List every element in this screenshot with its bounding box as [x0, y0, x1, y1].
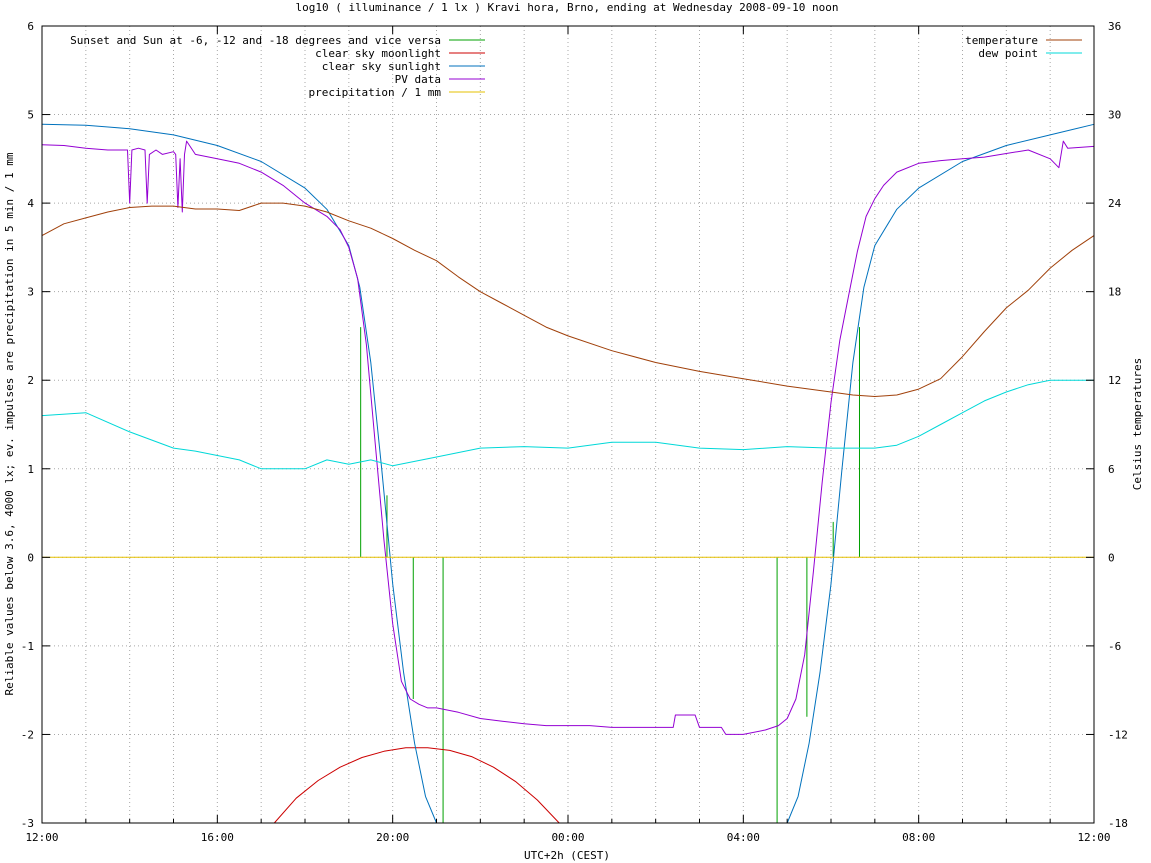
y2-tick-label: 24 — [1108, 197, 1122, 210]
x-tick-label: 20:00 — [376, 831, 409, 844]
y-tick-label: 0 — [27, 551, 34, 564]
legend-label: PV data — [395, 73, 441, 86]
series-line-clear-sky-moonlight — [273, 747, 560, 824]
y2-tick-label: 18 — [1108, 286, 1121, 299]
y-tick-label: 2 — [27, 374, 34, 387]
y-tick-label: -2 — [21, 728, 34, 741]
y2-tick-label: -18 — [1108, 817, 1128, 830]
chart-title: log10 ( illuminance / 1 lx ) Kravi hora,… — [295, 1, 838, 14]
x-axis-label: UTC+2h (CEST) — [524, 849, 610, 862]
y2-tick-label: -6 — [1108, 640, 1121, 653]
legend-label: dew point — [978, 47, 1038, 60]
legend-label: clear sky moonlight — [315, 47, 441, 60]
x-tick-label: 08:00 — [902, 831, 935, 844]
legend-label: clear sky sunlight — [322, 60, 441, 73]
y2-tick-label: 30 — [1108, 109, 1121, 122]
x-tick-label: 00:00 — [551, 831, 584, 844]
legend-label: precipitation / 1 mm — [309, 86, 442, 99]
y2-axis-label: Celsius temperatures — [1131, 358, 1144, 490]
series-line-dew-point — [41, 379, 1094, 470]
y-tick-label: 4 — [27, 197, 34, 210]
series-line-pv-data — [41, 140, 1095, 735]
y2-tick-label: 6 — [1108, 463, 1115, 476]
y2-tick-label: 0 — [1108, 551, 1115, 564]
x-tick-label: 12:00 — [1077, 831, 1110, 844]
legend-label: temperature — [965, 34, 1038, 47]
legend: Sunset and Sun at -6, -12 and -18 degree… — [70, 34, 1082, 99]
tick-group: 12:00 16:00 20:00 00:00 04:00 08:00 12:00-3-2-… — [21, 20, 1128, 844]
y-tick-label: 5 — [27, 109, 34, 122]
y-tick-label: 1 — [27, 463, 34, 476]
x-tick-label: 16:00 — [201, 831, 234, 844]
y-tick-label: 3 — [27, 286, 34, 299]
series-group — [41, 123, 1095, 824]
x-tick-label: 04:00 — [727, 831, 760, 844]
y-tick-label: -1 — [21, 640, 34, 653]
series-line-temperature — [41, 202, 1095, 397]
y2-tick-label: 12 — [1108, 374, 1121, 387]
y-tick-label: -3 — [21, 817, 34, 830]
y-tick-label: 6 — [27, 20, 34, 33]
x-tick-label: 12:00 — [25, 831, 58, 844]
y2-tick-label: -12 — [1108, 728, 1128, 741]
y-axis-label: Reliable values below 3.6, 4000 lx; ev. … — [3, 152, 16, 695]
y2-tick-label: 36 — [1108, 20, 1121, 33]
legend-label: Sunset and Sun at -6, -12 and -18 degree… — [70, 34, 441, 47]
